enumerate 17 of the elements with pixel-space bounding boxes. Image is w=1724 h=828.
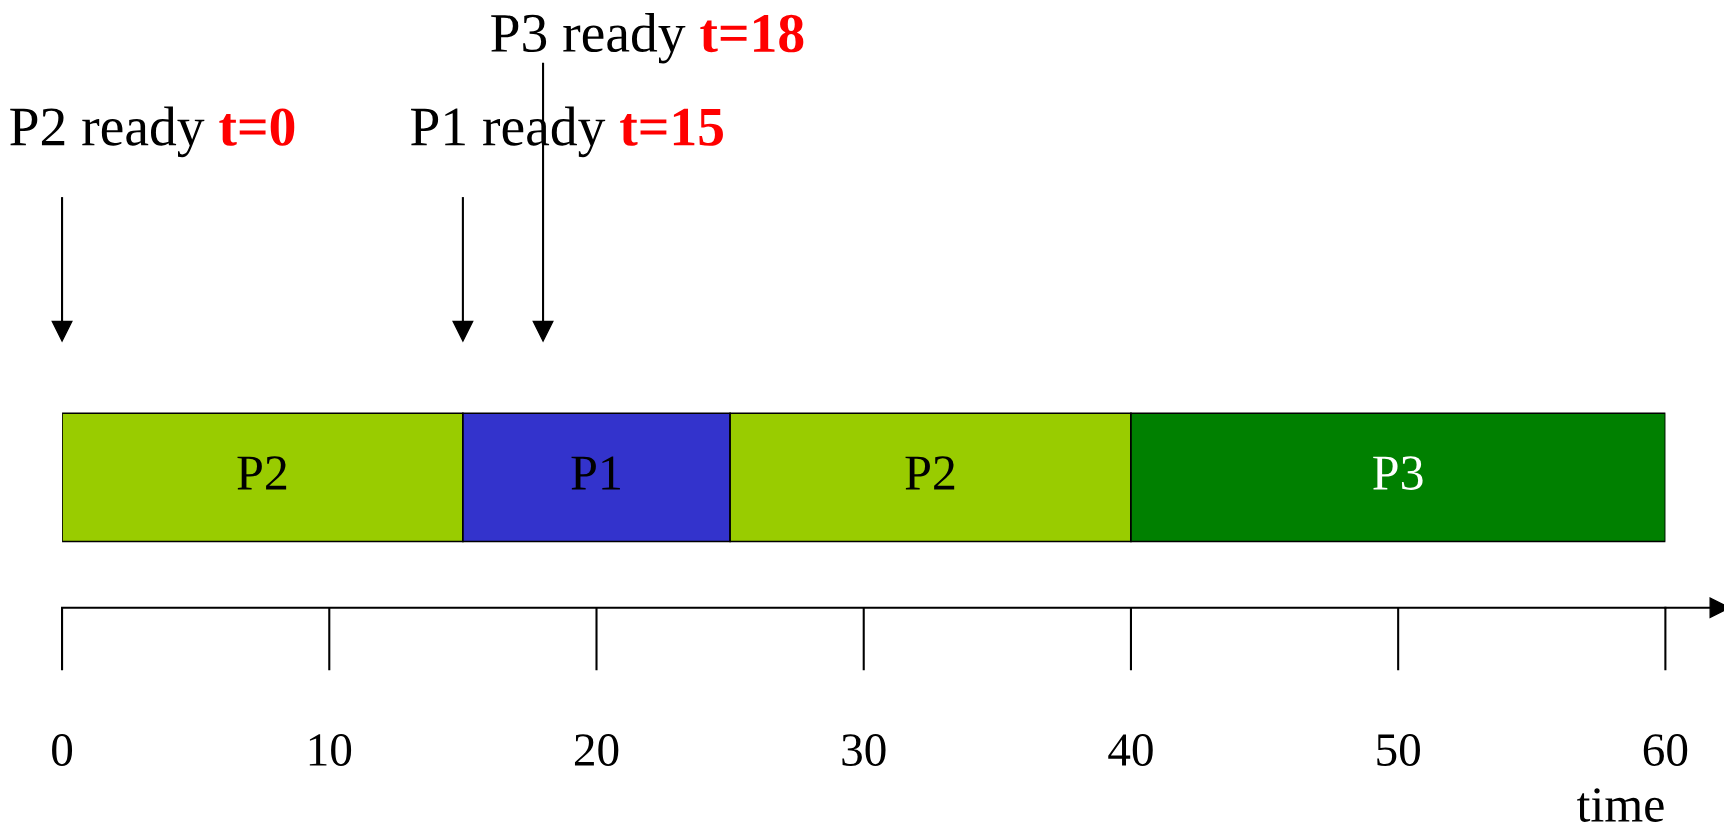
x-tick-label: 60 (1643, 734, 1688, 766)
ref-line-label: P2 ready (10, 106, 205, 158)
text: t=18 (700, 14, 804, 53)
x-tick-label: 10 (309, 734, 352, 766)
x-tick-label: 40 (1108, 734, 1153, 766)
x-tick-label: 50 (1377, 734, 1420, 766)
text: t=15 (620, 108, 723, 146)
x-tick-label: 20 (574, 734, 619, 766)
text: t=0 (219, 108, 295, 146)
series-label: P2 (237, 456, 287, 490)
ref-line-label: P3 ready (491, 13, 686, 64)
series-label: P3 (1373, 456, 1423, 490)
series-label: P2 (905, 456, 955, 490)
series-label: P1 (571, 456, 620, 490)
x-tick-label: 0 (52, 734, 73, 766)
x-tick-label: 30 (842, 734, 886, 766)
x-axis-title: time (1577, 788, 1664, 822)
